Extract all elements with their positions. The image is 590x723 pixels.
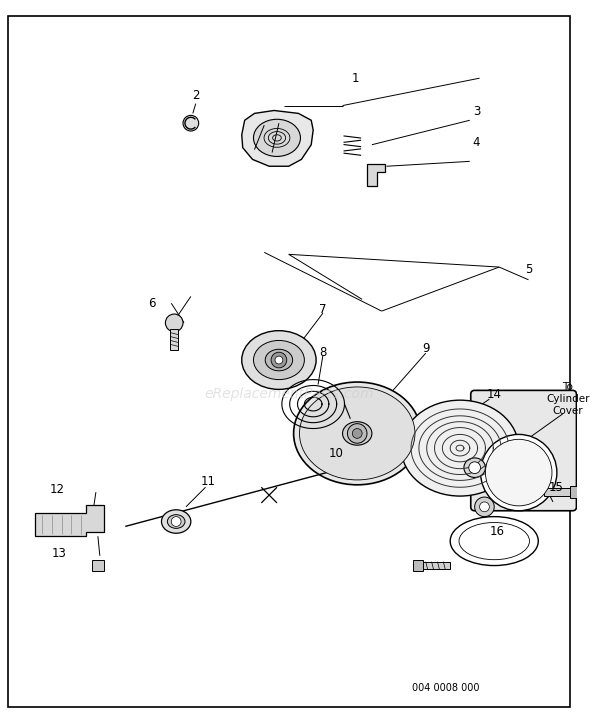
Circle shape (480, 502, 489, 512)
Text: eReplacementParts.com: eReplacementParts.com (204, 388, 373, 401)
Bar (569, 487, 579, 498)
Text: 9: 9 (422, 342, 430, 355)
Text: 4: 4 (473, 136, 480, 149)
Text: 15: 15 (549, 481, 563, 494)
Text: 16: 16 (490, 525, 504, 538)
Polygon shape (367, 164, 385, 186)
Circle shape (348, 424, 367, 443)
Circle shape (475, 497, 494, 517)
Text: 7: 7 (319, 303, 327, 316)
Circle shape (275, 356, 283, 364)
Ellipse shape (254, 119, 300, 156)
Ellipse shape (459, 523, 529, 560)
Text: 11: 11 (201, 475, 216, 488)
Circle shape (171, 517, 181, 526)
Ellipse shape (162, 510, 191, 534)
Ellipse shape (300, 387, 415, 480)
Circle shape (469, 462, 480, 474)
Polygon shape (242, 111, 313, 166)
Ellipse shape (168, 515, 185, 529)
Text: 2: 2 (192, 89, 199, 102)
Circle shape (183, 116, 199, 131)
Text: Cylinder: Cylinder (546, 394, 589, 404)
Ellipse shape (480, 435, 557, 510)
Circle shape (271, 352, 287, 368)
Bar (413, 560, 423, 571)
Text: 14: 14 (487, 388, 502, 401)
Text: 6: 6 (148, 296, 155, 309)
Text: 10: 10 (328, 447, 343, 460)
Polygon shape (35, 505, 104, 536)
Text: 13: 13 (51, 547, 66, 560)
Text: 8: 8 (319, 346, 327, 359)
Text: 3: 3 (473, 105, 480, 118)
Circle shape (352, 429, 362, 438)
Text: 5: 5 (525, 263, 532, 276)
Ellipse shape (254, 341, 304, 380)
Ellipse shape (266, 349, 293, 371)
Ellipse shape (343, 422, 372, 445)
Bar (171, 329, 178, 350)
Text: 004 0008 000: 004 0008 000 (412, 683, 480, 693)
Ellipse shape (242, 330, 316, 390)
Ellipse shape (486, 440, 552, 506)
Text: 12: 12 (49, 483, 64, 496)
Text: 1: 1 (352, 72, 359, 85)
Bar (92, 560, 104, 571)
Bar (421, 562, 450, 570)
Text: Cover: Cover (552, 406, 583, 416)
Ellipse shape (401, 400, 519, 496)
FancyBboxPatch shape (471, 390, 576, 510)
Bar (544, 488, 572, 496)
Text: To: To (562, 382, 573, 393)
Circle shape (165, 314, 183, 332)
Ellipse shape (464, 458, 486, 477)
Ellipse shape (294, 382, 421, 485)
